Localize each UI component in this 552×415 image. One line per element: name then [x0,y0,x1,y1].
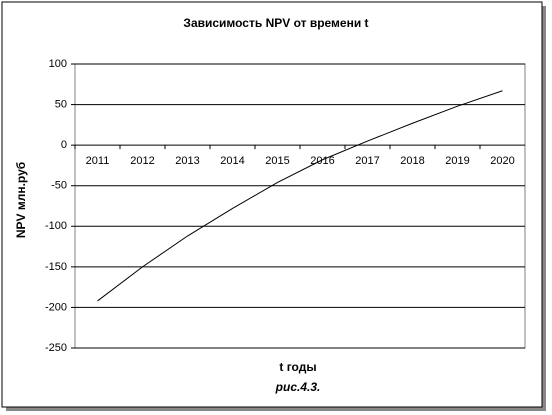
x-tick-label: 2013 [175,155,199,167]
y-axis-title: NPV млн.руб [14,162,28,238]
x-tick-label: 2019 [445,155,469,167]
x-axis-title: t годы [279,360,316,374]
x-tick-label: 2011 [86,155,110,167]
x-tick-label: 2012 [130,155,154,167]
x-tick-label: 2016 [310,155,334,167]
x-tick-label: 2020 [490,155,514,167]
x-tick-label: 2017 [355,155,379,167]
caption: рис.4.3. [275,380,321,394]
x-tick-label: 2014 [220,155,244,167]
y-tick-label: -50 [51,180,67,192]
y-tick-label: -200 [45,301,67,313]
y-tick-label: -100 [45,220,67,232]
y-tick-label: 50 [55,98,67,110]
y-tick-label: 100 [49,58,67,70]
y-tick-label: -250 [45,342,67,354]
y-tick-label: -150 [45,261,67,273]
chart-title: Зависимость NPV от времени t [183,16,368,30]
y-tick-label: 0 [61,139,67,151]
x-tick-label: 2018 [400,155,424,167]
line-series [97,90,503,302]
x-tick-label: 2015 [265,155,289,167]
